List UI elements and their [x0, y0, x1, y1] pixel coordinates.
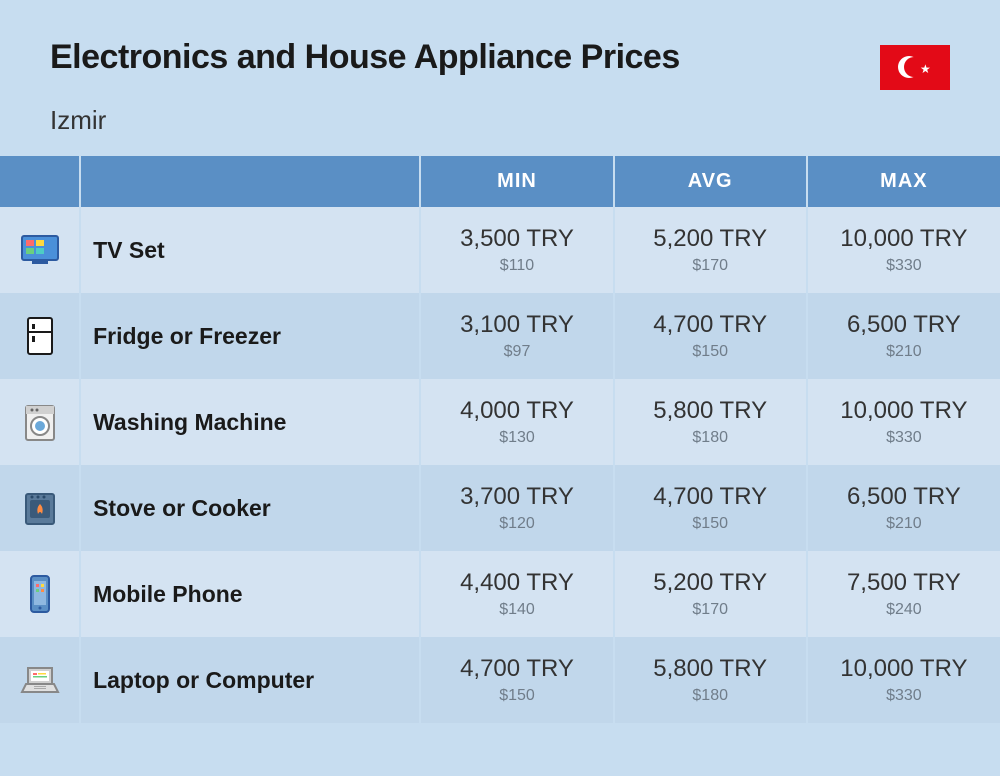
- avg-usd: $180: [615, 687, 806, 705]
- max-usd: $210: [808, 343, 1000, 361]
- avg-try: 4,700 TRY: [615, 311, 806, 339]
- table-row: TV Set 3,500 TRY $110 5,200 TRY $170 10,…: [0, 207, 1000, 293]
- table-row: Washing Machine 4,000 TRY $130 5,800 TRY…: [0, 379, 1000, 465]
- min-price-cell: 4,700 TRY $150: [420, 637, 613, 723]
- min-try: 3,500 TRY: [421, 225, 612, 253]
- tv-icon: [18, 228, 62, 272]
- page-subtitle: Izmir: [50, 105, 950, 136]
- washing-machine-icon: [18, 400, 62, 444]
- column-icon: [0, 156, 80, 207]
- avg-try: 4,700 TRY: [615, 483, 806, 511]
- table-row: Mobile Phone 4,400 TRY $140 5,200 TRY $1…: [0, 551, 1000, 637]
- min-try: 3,700 TRY: [421, 483, 612, 511]
- table-row: Fridge or Freezer 3,100 TRY $97 4,700 TR…: [0, 293, 1000, 379]
- min-try: 4,000 TRY: [421, 397, 612, 425]
- row-label: Stove or Cooker: [80, 465, 420, 551]
- avg-usd: $170: [615, 601, 806, 619]
- stove-icon: [18, 486, 62, 530]
- column-min: MIN: [420, 156, 613, 207]
- max-try: 6,500 TRY: [808, 483, 1000, 511]
- max-usd: $330: [808, 429, 1000, 447]
- max-usd: $330: [808, 687, 1000, 705]
- row-icon-cell: [0, 465, 80, 551]
- min-usd: $110: [421, 257, 612, 275]
- column-label: [80, 156, 420, 207]
- min-try: 4,700 TRY: [421, 655, 612, 683]
- min-usd: $130: [421, 429, 612, 447]
- row-label: Washing Machine: [80, 379, 420, 465]
- page-header: Electronics and House Appliance Prices I…: [0, 0, 1000, 156]
- avg-price-cell: 5,200 TRY $170: [614, 207, 807, 293]
- min-usd: $120: [421, 515, 612, 533]
- avg-try: 5,200 TRY: [615, 569, 806, 597]
- row-icon-cell: [0, 551, 80, 637]
- row-label: Mobile Phone: [80, 551, 420, 637]
- avg-price-cell: 5,800 TRY $180: [614, 379, 807, 465]
- min-try: 4,400 TRY: [421, 569, 612, 597]
- min-price-cell: 3,500 TRY $110: [420, 207, 613, 293]
- row-icon-cell: [0, 293, 80, 379]
- max-price-cell: 7,500 TRY $240: [807, 551, 1000, 637]
- table-row: Laptop or Computer 4,700 TRY $150 5,800 …: [0, 637, 1000, 723]
- max-try: 10,000 TRY: [808, 225, 1000, 253]
- prices-table: MIN AVG MAX TV Set 3,500 TRY $110 5,200 …: [0, 156, 1000, 723]
- max-price-cell: 10,000 TRY $330: [807, 379, 1000, 465]
- min-try: 3,100 TRY: [421, 311, 612, 339]
- column-max: MAX: [807, 156, 1000, 207]
- max-usd: $240: [808, 601, 1000, 619]
- max-try: 7,500 TRY: [808, 569, 1000, 597]
- max-usd: $210: [808, 515, 1000, 533]
- laptop-icon: [18, 658, 62, 702]
- avg-try: 5,800 TRY: [615, 397, 806, 425]
- min-price-cell: 4,000 TRY $130: [420, 379, 613, 465]
- avg-price-cell: 4,700 TRY $150: [614, 465, 807, 551]
- avg-try: 5,800 TRY: [615, 655, 806, 683]
- min-price-cell: 3,100 TRY $97: [420, 293, 613, 379]
- row-icon-cell: [0, 379, 80, 465]
- max-usd: $330: [808, 257, 1000, 275]
- max-price-cell: 6,500 TRY $210: [807, 293, 1000, 379]
- min-usd: $150: [421, 687, 612, 705]
- max-try: 10,000 TRY: [808, 655, 1000, 683]
- avg-usd: $150: [615, 343, 806, 361]
- fridge-icon: [18, 314, 62, 358]
- max-price-cell: 10,000 TRY $330: [807, 637, 1000, 723]
- row-label: Fridge or Freezer: [80, 293, 420, 379]
- page-title: Electronics and House Appliance Prices: [50, 38, 950, 77]
- row-icon-cell: [0, 637, 80, 723]
- avg-price-cell: 5,800 TRY $180: [614, 637, 807, 723]
- avg-usd: $150: [615, 515, 806, 533]
- mobile-phone-icon: [18, 572, 62, 616]
- max-price-cell: 10,000 TRY $330: [807, 207, 1000, 293]
- min-usd: $140: [421, 601, 612, 619]
- column-avg: AVG: [614, 156, 807, 207]
- row-label: TV Set: [80, 207, 420, 293]
- min-price-cell: 3,700 TRY $120: [420, 465, 613, 551]
- table-row: Stove or Cooker 3,700 TRY $120 4,700 TRY…: [0, 465, 1000, 551]
- row-icon-cell: [0, 207, 80, 293]
- min-price-cell: 4,400 TRY $140: [420, 551, 613, 637]
- avg-usd: $180: [615, 429, 806, 447]
- max-try: 6,500 TRY: [808, 311, 1000, 339]
- avg-price-cell: 5,200 TRY $170: [614, 551, 807, 637]
- row-label: Laptop or Computer: [80, 637, 420, 723]
- avg-try: 5,200 TRY: [615, 225, 806, 253]
- max-price-cell: 6,500 TRY $210: [807, 465, 1000, 551]
- min-usd: $97: [421, 343, 612, 361]
- avg-usd: $170: [615, 257, 806, 275]
- avg-price-cell: 4,700 TRY $150: [614, 293, 807, 379]
- table-header-row: MIN AVG MAX: [0, 156, 1000, 207]
- turkey-flag-icon: ★: [880, 45, 950, 90]
- max-try: 10,000 TRY: [808, 397, 1000, 425]
